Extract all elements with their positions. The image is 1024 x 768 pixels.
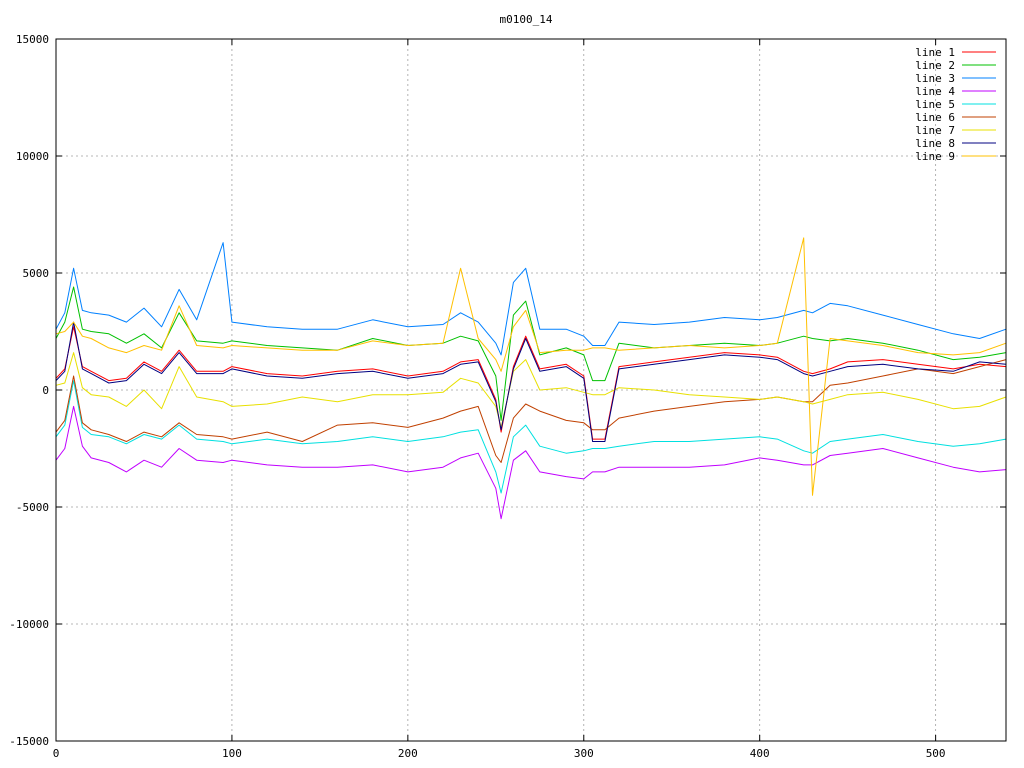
y-tick-label: 10000 <box>16 150 49 163</box>
y-tick-label: -5000 <box>16 501 49 514</box>
series-line-4 <box>55 405 1007 520</box>
series-line-6 <box>55 359 1007 463</box>
x-tick-label: 500 <box>926 747 946 760</box>
series-line-9 <box>55 237 1007 496</box>
series-line-5 <box>55 380 1007 494</box>
x-tick-label: 200 <box>398 747 418 760</box>
y-tick-label: 15000 <box>16 33 49 46</box>
x-tick-label: 300 <box>574 747 594 760</box>
series-layer <box>55 237 1007 520</box>
series-line-1 <box>55 326 1007 440</box>
legend-label: line 5 <box>915 98 955 111</box>
legend-label: line 2 <box>915 59 955 72</box>
y-tick-label: 0 <box>42 384 49 397</box>
tick-layer: -15000 -10000 -5000 0 5000 10000 15000 0 100 200 3… <box>9 33 1006 760</box>
legend-label: line 1 <box>915 46 955 59</box>
chart-title: m0100_14 <box>500 13 553 26</box>
plot-frame <box>55 38 1007 742</box>
legend-label: line 7 <box>915 124 955 137</box>
grid-layer <box>56 39 1006 741</box>
y-tick-label: -10000 <box>9 618 49 631</box>
x-tick-label: 0 <box>53 747 60 760</box>
legend-label: line 3 <box>915 72 955 85</box>
series-line-8 <box>55 321 1007 442</box>
legend-label: line 8 <box>915 137 955 150</box>
legend-label: line 4 <box>915 85 955 98</box>
series-line-3 <box>55 242 1007 356</box>
y-tick-label: 5000 <box>23 267 50 280</box>
x-tick-label: 400 <box>750 747 770 760</box>
legend-label: line 9 <box>915 150 955 163</box>
x-tick-label: 100 <box>222 747 242 760</box>
y-tick-label: -15000 <box>9 735 49 748</box>
series-line-2 <box>55 286 1007 421</box>
legend-label: line 6 <box>915 111 955 124</box>
